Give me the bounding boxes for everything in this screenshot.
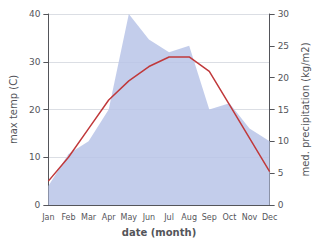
svg-text:Jan: Jan bbox=[41, 213, 54, 222]
svg-text:Apr: Apr bbox=[102, 213, 117, 222]
svg-text:Feb: Feb bbox=[61, 213, 75, 222]
svg-text:0: 0 bbox=[35, 200, 41, 210]
svg-text:30: 30 bbox=[278, 9, 290, 19]
svg-text:max temp (C): max temp (C) bbox=[8, 75, 19, 144]
svg-text:20: 20 bbox=[278, 73, 290, 83]
svg-text:Aug: Aug bbox=[181, 213, 197, 222]
svg-text:10: 10 bbox=[29, 152, 41, 162]
svg-text:Sep: Sep bbox=[202, 213, 217, 222]
svg-text:15: 15 bbox=[278, 105, 289, 115]
svg-text:0: 0 bbox=[278, 200, 284, 210]
svg-text:Nov: Nov bbox=[242, 213, 258, 222]
svg-text:25: 25 bbox=[278, 41, 289, 51]
svg-text:5: 5 bbox=[278, 168, 284, 178]
svg-text:Jun: Jun bbox=[142, 213, 156, 222]
svg-text:20: 20 bbox=[29, 105, 41, 115]
svg-text:May: May bbox=[121, 213, 138, 222]
svg-text:Oct: Oct bbox=[222, 213, 236, 222]
svg-text:10: 10 bbox=[278, 136, 290, 146]
svg-text:Dec: Dec bbox=[262, 213, 277, 222]
svg-text:med. precipitation (kg/m2): med. precipitation (kg/m2) bbox=[300, 42, 311, 176]
svg-text:30: 30 bbox=[29, 57, 41, 67]
svg-text:Mar: Mar bbox=[81, 213, 97, 222]
svg-text:40: 40 bbox=[29, 9, 41, 19]
svg-text:Jul: Jul bbox=[163, 213, 174, 222]
svg-text:date (month): date (month) bbox=[122, 227, 196, 238]
